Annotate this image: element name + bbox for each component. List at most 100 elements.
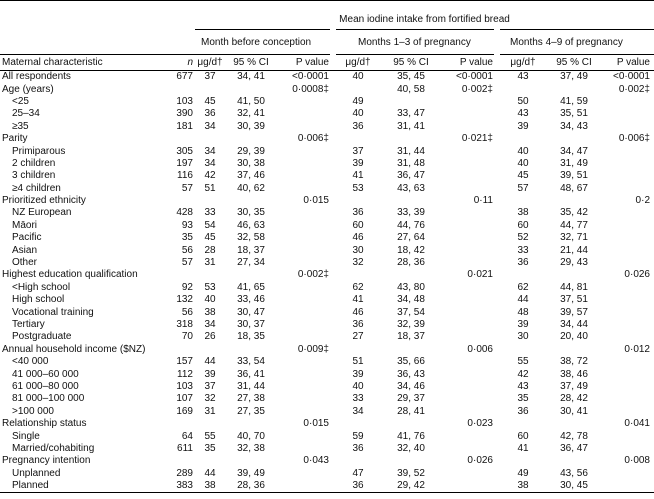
cell: 35, 66 (397, 356, 425, 368)
cell (439, 319, 497, 331)
cell: 36 (352, 319, 364, 330)
cell: 39, 49 (237, 467, 265, 479)
cell: 0·023 (467, 418, 493, 430)
cell (439, 220, 497, 232)
cell (439, 183, 497, 195)
cell: 103 (176, 380, 193, 392)
cell (170, 83, 195, 95)
cell (439, 207, 497, 219)
cell (170, 133, 195, 145)
cell: 27, 34 (237, 257, 265, 269)
cell: 40 (204, 294, 216, 306)
cell (599, 443, 654, 455)
table-body: All respondents 677 37 34, 41 <0·0001 40 35, 4… (0, 71, 654, 494)
cell: 32, 38 (237, 442, 265, 454)
cell: 56 (181, 306, 193, 318)
cell (277, 294, 333, 306)
cell (383, 418, 439, 430)
cell: 34, 43 (560, 120, 588, 132)
sub-row: Primiparous 305 34 29, 39 37 31, 44 40 34, 47 (0, 145, 654, 157)
cell (333, 133, 383, 145)
group-label: Month before conception (195, 29, 333, 55)
cell (599, 319, 654, 331)
cell (497, 269, 549, 281)
cell: 57 (181, 182, 193, 194)
cell: 27, 64 (397, 232, 425, 244)
cell: 40 (352, 108, 364, 120)
sub-row: ≥4 children 57 51 40, 62 53 43, 63 57 48, 67 (0, 183, 654, 195)
cell (383, 455, 439, 467)
cell: 55 (204, 430, 216, 442)
cell: 31, 44 (237, 380, 265, 392)
cell (225, 83, 277, 95)
section-row: Prioritized ethnicity 0·015 0·11 0·2 (0, 195, 654, 207)
cell: 33, 54 (237, 356, 265, 368)
cell: 0·009‡ (297, 343, 329, 355)
cell: 0·2 (635, 195, 650, 207)
cell (277, 356, 333, 368)
cell: 32, 58 (237, 232, 265, 244)
cell: 34 (204, 157, 216, 169)
cell: 43, 80 (397, 281, 425, 293)
cell: 28, 36 (397, 257, 425, 269)
cell (439, 244, 497, 256)
sub-row: Vocational training 56 38 30, 47 46 37, 54 48 3… (0, 306, 654, 318)
cell (333, 455, 383, 467)
cell: 39 (517, 319, 529, 330)
row-label: Highest education qualification (2, 269, 138, 281)
cell (599, 220, 654, 232)
cell (277, 220, 333, 232)
cell: 32 (352, 257, 364, 269)
cell: 43, 56 (560, 467, 588, 479)
cell: 30, 41 (560, 405, 588, 417)
group-header: Mean iodine intake from fortified bread (195, 0, 654, 30)
cell: 34 (204, 120, 216, 132)
cell (599, 368, 654, 380)
cell: 39 (517, 120, 529, 132)
sub-row: 61 000–80 000 103 37 31, 44 40 34, 46 43 37, 49 (0, 381, 654, 393)
cell (599, 356, 654, 368)
cell: 37 (352, 145, 364, 157)
cell (225, 133, 277, 145)
cell (333, 418, 383, 430)
cell (383, 133, 439, 145)
cell: 34 (204, 319, 216, 330)
cell (383, 269, 439, 281)
cell (439, 108, 497, 120)
row-label: 41 000–60 000 (12, 368, 79, 380)
cell (277, 479, 333, 494)
row-label: 81 000–100 000 (12, 393, 85, 405)
row-label: <25 (12, 95, 29, 107)
cell: 43 (517, 380, 529, 392)
cell: 28 (204, 244, 216, 256)
cell (549, 418, 599, 430)
cell (599, 207, 654, 219)
cell: 0·015 (303, 418, 329, 430)
cell: 31, 48 (397, 157, 425, 169)
cell (439, 331, 497, 343)
cell: 21, 44 (560, 244, 588, 256)
cell: 37 (204, 380, 216, 392)
cell (599, 121, 654, 133)
row-label: Age (years) (2, 83, 54, 95)
cell (225, 195, 277, 207)
cell (277, 393, 333, 405)
cell (599, 158, 654, 170)
cell (333, 344, 383, 356)
cell (599, 479, 654, 494)
cell (497, 195, 549, 207)
cell: 27 (352, 331, 364, 343)
cell: 59 (352, 430, 364, 442)
row-label: ≥4 children (12, 182, 61, 194)
column-header: μg/d† (497, 54, 549, 71)
column-header: P value (439, 54, 497, 71)
cell (439, 468, 497, 480)
cell: 33, 39 (397, 207, 425, 219)
cell: 32, 71 (560, 232, 588, 244)
cell: 40, 62 (237, 182, 265, 194)
cell (599, 430, 654, 442)
cell: 40 (352, 71, 364, 83)
cell: 34, 46 (397, 380, 425, 392)
cell (497, 83, 549, 95)
